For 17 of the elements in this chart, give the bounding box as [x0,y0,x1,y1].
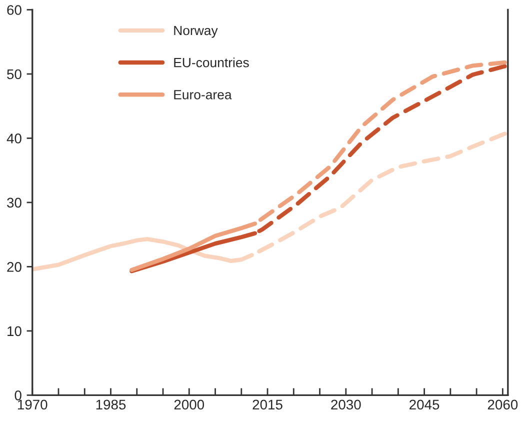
x-tick-label: 2000 [174,400,204,410]
x-tick-label: 2015 [252,400,282,410]
x-tick-label: 2060 [488,400,518,410]
x-tick-label: 2030 [331,400,361,410]
legend-label: Euro-area [174,90,232,100]
y-tick-label: 0 [14,390,22,400]
legend-label: Norway [174,26,218,38]
x-tick-label: 1985 [96,400,126,410]
y-tick-label: 50 [7,69,22,80]
y-tick-label: 40 [6,134,22,144]
y-tick-label: 60 [7,5,22,15]
y-tick-label: 20 [7,262,22,272]
legend-label: EU-countries [174,58,249,68]
y-tick-label: 30 [7,198,22,208]
x-tick-label: 1970 [18,400,48,410]
y-tick-label: 10 [8,326,22,336]
x-tick-label: 2045 [410,400,440,410]
